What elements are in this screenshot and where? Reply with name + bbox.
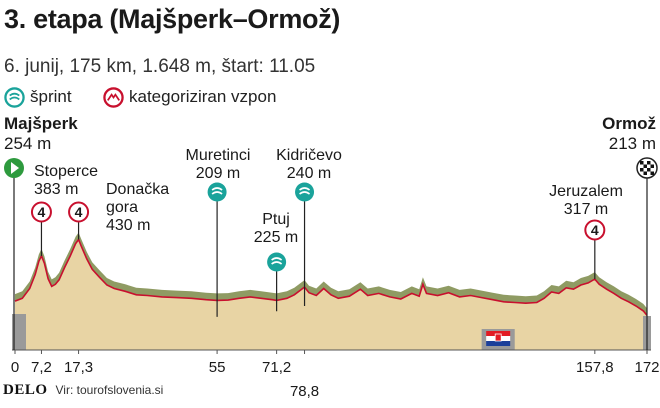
terrain-ridge <box>15 232 647 316</box>
finish-name: Ormož <box>602 114 656 133</box>
flag-stripe-red <box>486 331 511 336</box>
terrain-area <box>15 239 647 350</box>
x-tick-label: 157,8 <box>576 359 614 376</box>
sprint-glyph <box>211 187 223 195</box>
finish-flag-square <box>640 168 644 172</box>
climb-icon <box>103 86 124 108</box>
start-zone-block <box>12 314 26 350</box>
poi-elevation: 317 m <box>564 201 608 218</box>
poi-elevation: 225 m <box>254 229 298 246</box>
climb-category: 4 <box>75 204 83 220</box>
brand-logo: DELO <box>3 382 48 398</box>
x-tick-label: 71,2 <box>262 359 291 376</box>
x-tick-label: 78,8 <box>290 383 319 400</box>
finish-flag-square <box>650 164 654 168</box>
page-title: 3. etapa (Majšperk–Ormož) <box>4 4 341 34</box>
poi-name: Kidričevo <box>276 147 342 164</box>
stage-info: 6. junij, 175 km, 1.648 m, štart: 11.05 <box>4 56 316 77</box>
climb-category: 4 <box>591 222 599 238</box>
climb-marker-icon <box>68 201 90 223</box>
poi-name: Ptuj <box>262 211 290 228</box>
poi-name: Muretinci <box>186 147 251 164</box>
x-tick-label: 7,2 <box>31 359 52 376</box>
poi-elevation: 240 m <box>287 165 331 182</box>
sprint-icon <box>4 86 25 108</box>
start-name: Majšperk <box>4 114 78 133</box>
start-elevation: 254 m <box>4 134 52 153</box>
x-tick-label: 172 <box>634 359 659 376</box>
sprint-glyph <box>271 257 283 265</box>
poi-name: Jeruzalem <box>549 183 623 200</box>
poi-elevation: 209 m <box>196 165 240 182</box>
finish-flag-square <box>643 171 647 175</box>
finish-elevation: 213 m <box>608 134 656 153</box>
poi-name: Stoperce <box>34 163 98 180</box>
poi-name: Donačka <box>106 181 169 198</box>
legend-climb: kategoriziran vzpon <box>103 86 276 108</box>
x-tick-label: 0 <box>11 359 19 376</box>
x-tick-label: 17,3 <box>64 359 93 376</box>
source-line: DELO Vir: tourofslovenia.si <box>3 382 163 399</box>
climb-marker-icon <box>584 219 606 241</box>
finish-flag-square <box>650 171 654 175</box>
finish-label: Ormož 213 m <box>602 114 656 154</box>
poi-elevation: 430 m <box>106 217 150 234</box>
start-play-icon <box>11 162 19 174</box>
start-label: Majšperk 254 m <box>4 114 78 154</box>
legend-sprint-label: šprint <box>30 87 72 106</box>
finish-flag-square <box>647 168 651 172</box>
source-text: Vir: tourofslovenia.si <box>55 383 164 397</box>
poi-elevation: 383 m <box>34 181 78 198</box>
profile-line <box>14 237 648 316</box>
flag-stripe-blue <box>486 341 511 346</box>
climb-category: 4 <box>38 204 46 220</box>
legend-climb-label: kategoriziran vzpon <box>129 87 277 106</box>
legend-sprint: šprint <box>4 86 72 108</box>
finish-flag-square <box>643 164 647 168</box>
sprint-glyph <box>299 187 311 195</box>
x-tick-label: 55 <box>209 359 226 376</box>
climb-marker-icon <box>30 201 52 223</box>
finish-flag-square <box>640 161 644 165</box>
flag-emblem <box>494 333 502 342</box>
finish-flag-square <box>647 161 651 165</box>
poi-name: gora <box>106 199 138 216</box>
